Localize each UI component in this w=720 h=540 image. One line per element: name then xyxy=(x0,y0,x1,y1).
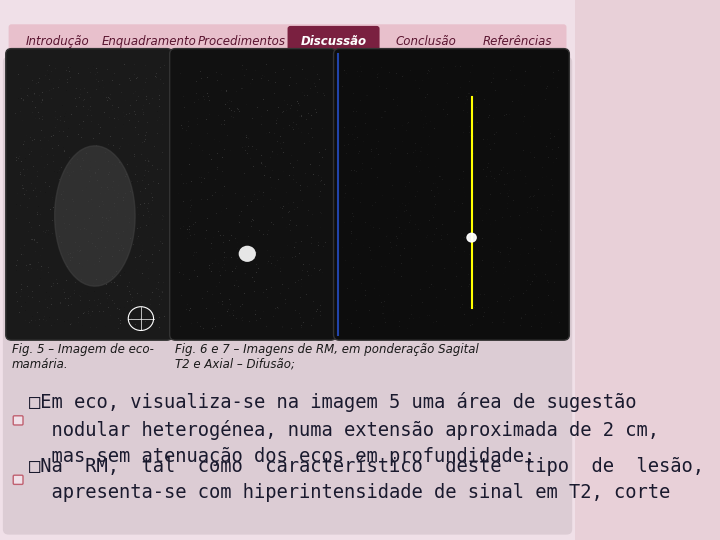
FancyBboxPatch shape xyxy=(170,49,336,340)
FancyBboxPatch shape xyxy=(6,49,173,340)
FancyBboxPatch shape xyxy=(13,475,23,484)
FancyBboxPatch shape xyxy=(13,416,23,425)
FancyBboxPatch shape xyxy=(333,49,570,340)
FancyBboxPatch shape xyxy=(287,26,379,58)
Text: Procedimentos: Procedimentos xyxy=(197,35,286,49)
Text: Referências: Referências xyxy=(483,35,552,49)
Circle shape xyxy=(467,233,476,242)
Text: Conclusão: Conclusão xyxy=(395,35,456,49)
FancyBboxPatch shape xyxy=(0,0,581,540)
Text: Discussão: Discussão xyxy=(300,35,366,49)
Text: □Na  RM,  tal  como  característico  deste  tipo  de  lesão,
  apresenta-se com : □Na RM, tal como característico deste ti… xyxy=(29,456,703,502)
Text: Fig. 5 – Imagem de eco-
mamária.: Fig. 5 – Imagem de eco- mamária. xyxy=(12,343,153,371)
Polygon shape xyxy=(55,146,135,286)
Circle shape xyxy=(238,246,256,262)
Text: Fig. 6 e 7 – Imagens de RM, em ponderação Sagital
T2 e Axial – Difusão;: Fig. 6 e 7 – Imagens de RM, em ponderaçã… xyxy=(176,343,479,371)
FancyBboxPatch shape xyxy=(3,57,572,535)
FancyBboxPatch shape xyxy=(9,24,567,59)
Text: □Em eco, visualiza-se na imagem 5 uma área de sugestão
  nodular heterogénea, nu: □Em eco, visualiza-se na imagem 5 uma ár… xyxy=(29,392,659,466)
Text: Enquadramento: Enquadramento xyxy=(102,35,197,49)
Text: Introdução: Introdução xyxy=(26,35,89,49)
